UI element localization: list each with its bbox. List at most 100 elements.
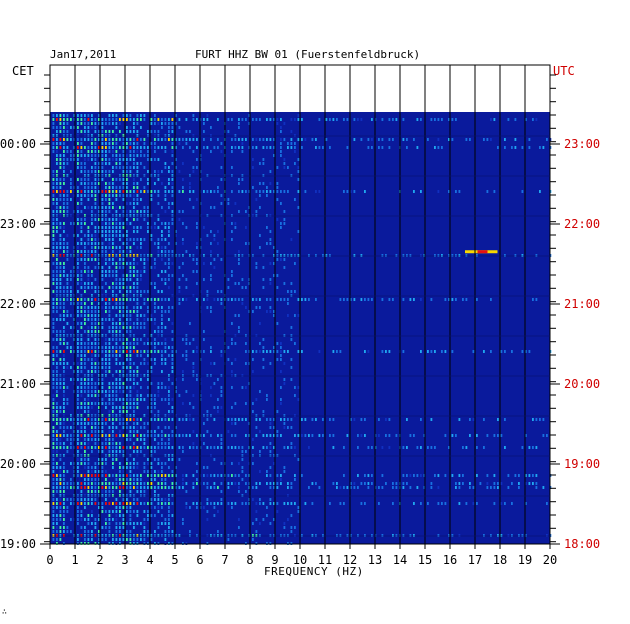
- heatmap-cell: [105, 270, 107, 273]
- heatmap-cell: [91, 426, 93, 429]
- heatmap-cell: [91, 242, 93, 245]
- heatmap-cell: [94, 158, 97, 161]
- heatmap-cell: [77, 146, 79, 149]
- heatmap-cell: [255, 298, 258, 301]
- heatmap-cell: [87, 118, 90, 121]
- heatmap-cell: [115, 262, 118, 265]
- heatmap-cell: [84, 282, 86, 285]
- heatmap-cell: [318, 486, 321, 489]
- heatmap-cell: [290, 486, 293, 489]
- heatmap-cell: [182, 446, 184, 449]
- heatmap-cell: [346, 486, 349, 489]
- heatmap-cell: [140, 150, 142, 153]
- heatmap-cell: [108, 530, 111, 533]
- heatmap-cell: [73, 190, 76, 193]
- heatmap-cell: [192, 270, 195, 273]
- heatmap-cell: [353, 482, 356, 485]
- heatmap-cell: [133, 486, 135, 489]
- heatmap-cell: [112, 178, 114, 181]
- heatmap-cell: [133, 274, 135, 277]
- heatmap-cell: [129, 538, 132, 541]
- heatmap-cell: [101, 366, 104, 369]
- heatmap-cell: [52, 522, 55, 525]
- heatmap-cell: [189, 190, 191, 193]
- heatmap-cell: [87, 266, 90, 269]
- heatmap-cell: [203, 330, 205, 333]
- heatmap-cell: [101, 486, 104, 489]
- heatmap-cell: [91, 142, 93, 145]
- heatmap-cell: [157, 342, 160, 345]
- heatmap-cell: [175, 434, 177, 437]
- heatmap-cell: [150, 314, 153, 317]
- heatmap-cell: [136, 522, 139, 525]
- heatmap-cell: [94, 490, 97, 493]
- heatmap-cell: [294, 478, 296, 481]
- heatmap-cell: [105, 138, 107, 141]
- heatmap-cell: [87, 126, 90, 129]
- heatmap-cell: [147, 502, 149, 505]
- heatmap-cell: [70, 154, 72, 157]
- heatmap-cell: [129, 358, 132, 361]
- heatmap-cell: [126, 458, 128, 461]
- heatmap-cell: [66, 210, 69, 213]
- heatmap-cell: [241, 142, 244, 145]
- heatmap-cell: [59, 166, 62, 169]
- heatmap-cell: [63, 130, 65, 133]
- heatmap-cell: [154, 342, 156, 345]
- heatmap-cell: [119, 450, 121, 453]
- heatmap-cell: [154, 498, 156, 501]
- heatmap-cell: [241, 190, 244, 193]
- heatmap-cell: [63, 230, 65, 233]
- heatmap-cell: [94, 522, 97, 525]
- heatmap-cell: [133, 230, 135, 233]
- heatmap-cell: [77, 434, 79, 437]
- heatmap-cell: [178, 278, 181, 281]
- heatmap-cell: [94, 362, 97, 365]
- heatmap-cell: [252, 138, 254, 141]
- heatmap-cell: [91, 222, 93, 225]
- heatmap-cell: [115, 482, 118, 485]
- heatmap-cell: [220, 354, 223, 357]
- heatmap-cell: [122, 250, 125, 253]
- heatmap-cell: [133, 150, 135, 153]
- heatmap-cell: [115, 206, 118, 209]
- heatmap-cell: [143, 318, 146, 321]
- heatmap-cell: [122, 350, 125, 353]
- heatmap-cell: [129, 502, 132, 505]
- heatmap-cell: [290, 530, 293, 533]
- heatmap-cell: [140, 502, 142, 505]
- heatmap-cell: [444, 502, 447, 505]
- heatmap-cell: [59, 418, 62, 421]
- heatmap-cell: [52, 378, 55, 381]
- heatmap-cell: [91, 310, 93, 313]
- heatmap-cell: [91, 510, 93, 513]
- heatmap-cell: [210, 262, 212, 265]
- heatmap-cell: [70, 518, 72, 521]
- heatmap-cell: [101, 358, 104, 361]
- heatmap-cell: [234, 202, 237, 205]
- heatmap-cell: [112, 318, 114, 321]
- x-tick-label: 4: [146, 553, 153, 567]
- heatmap-cell: [70, 438, 72, 441]
- heatmap-cell: [94, 498, 97, 501]
- heatmap-cell: [91, 430, 93, 433]
- heatmap-cell: [315, 138, 317, 141]
- heatmap-cell: [87, 470, 90, 473]
- heatmap-cell: [126, 530, 128, 533]
- heatmap-cell: [528, 482, 531, 485]
- heatmap-cell: [87, 242, 90, 245]
- heatmap-cell: [112, 406, 114, 409]
- heatmap-cell: [168, 122, 170, 125]
- heatmap-cell: [367, 138, 370, 141]
- heatmap-cell: [126, 354, 128, 357]
- heatmap-cell: [147, 458, 149, 461]
- heatmap-cell: [161, 462, 163, 465]
- heatmap-cell: [241, 502, 244, 505]
- heatmap-cell: [133, 206, 135, 209]
- heatmap-cell: [192, 394, 195, 397]
- heatmap-cell: [528, 350, 531, 353]
- heatmap-cell: [171, 486, 174, 489]
- heatmap-cell: [56, 490, 58, 493]
- heatmap-cell: [115, 386, 118, 389]
